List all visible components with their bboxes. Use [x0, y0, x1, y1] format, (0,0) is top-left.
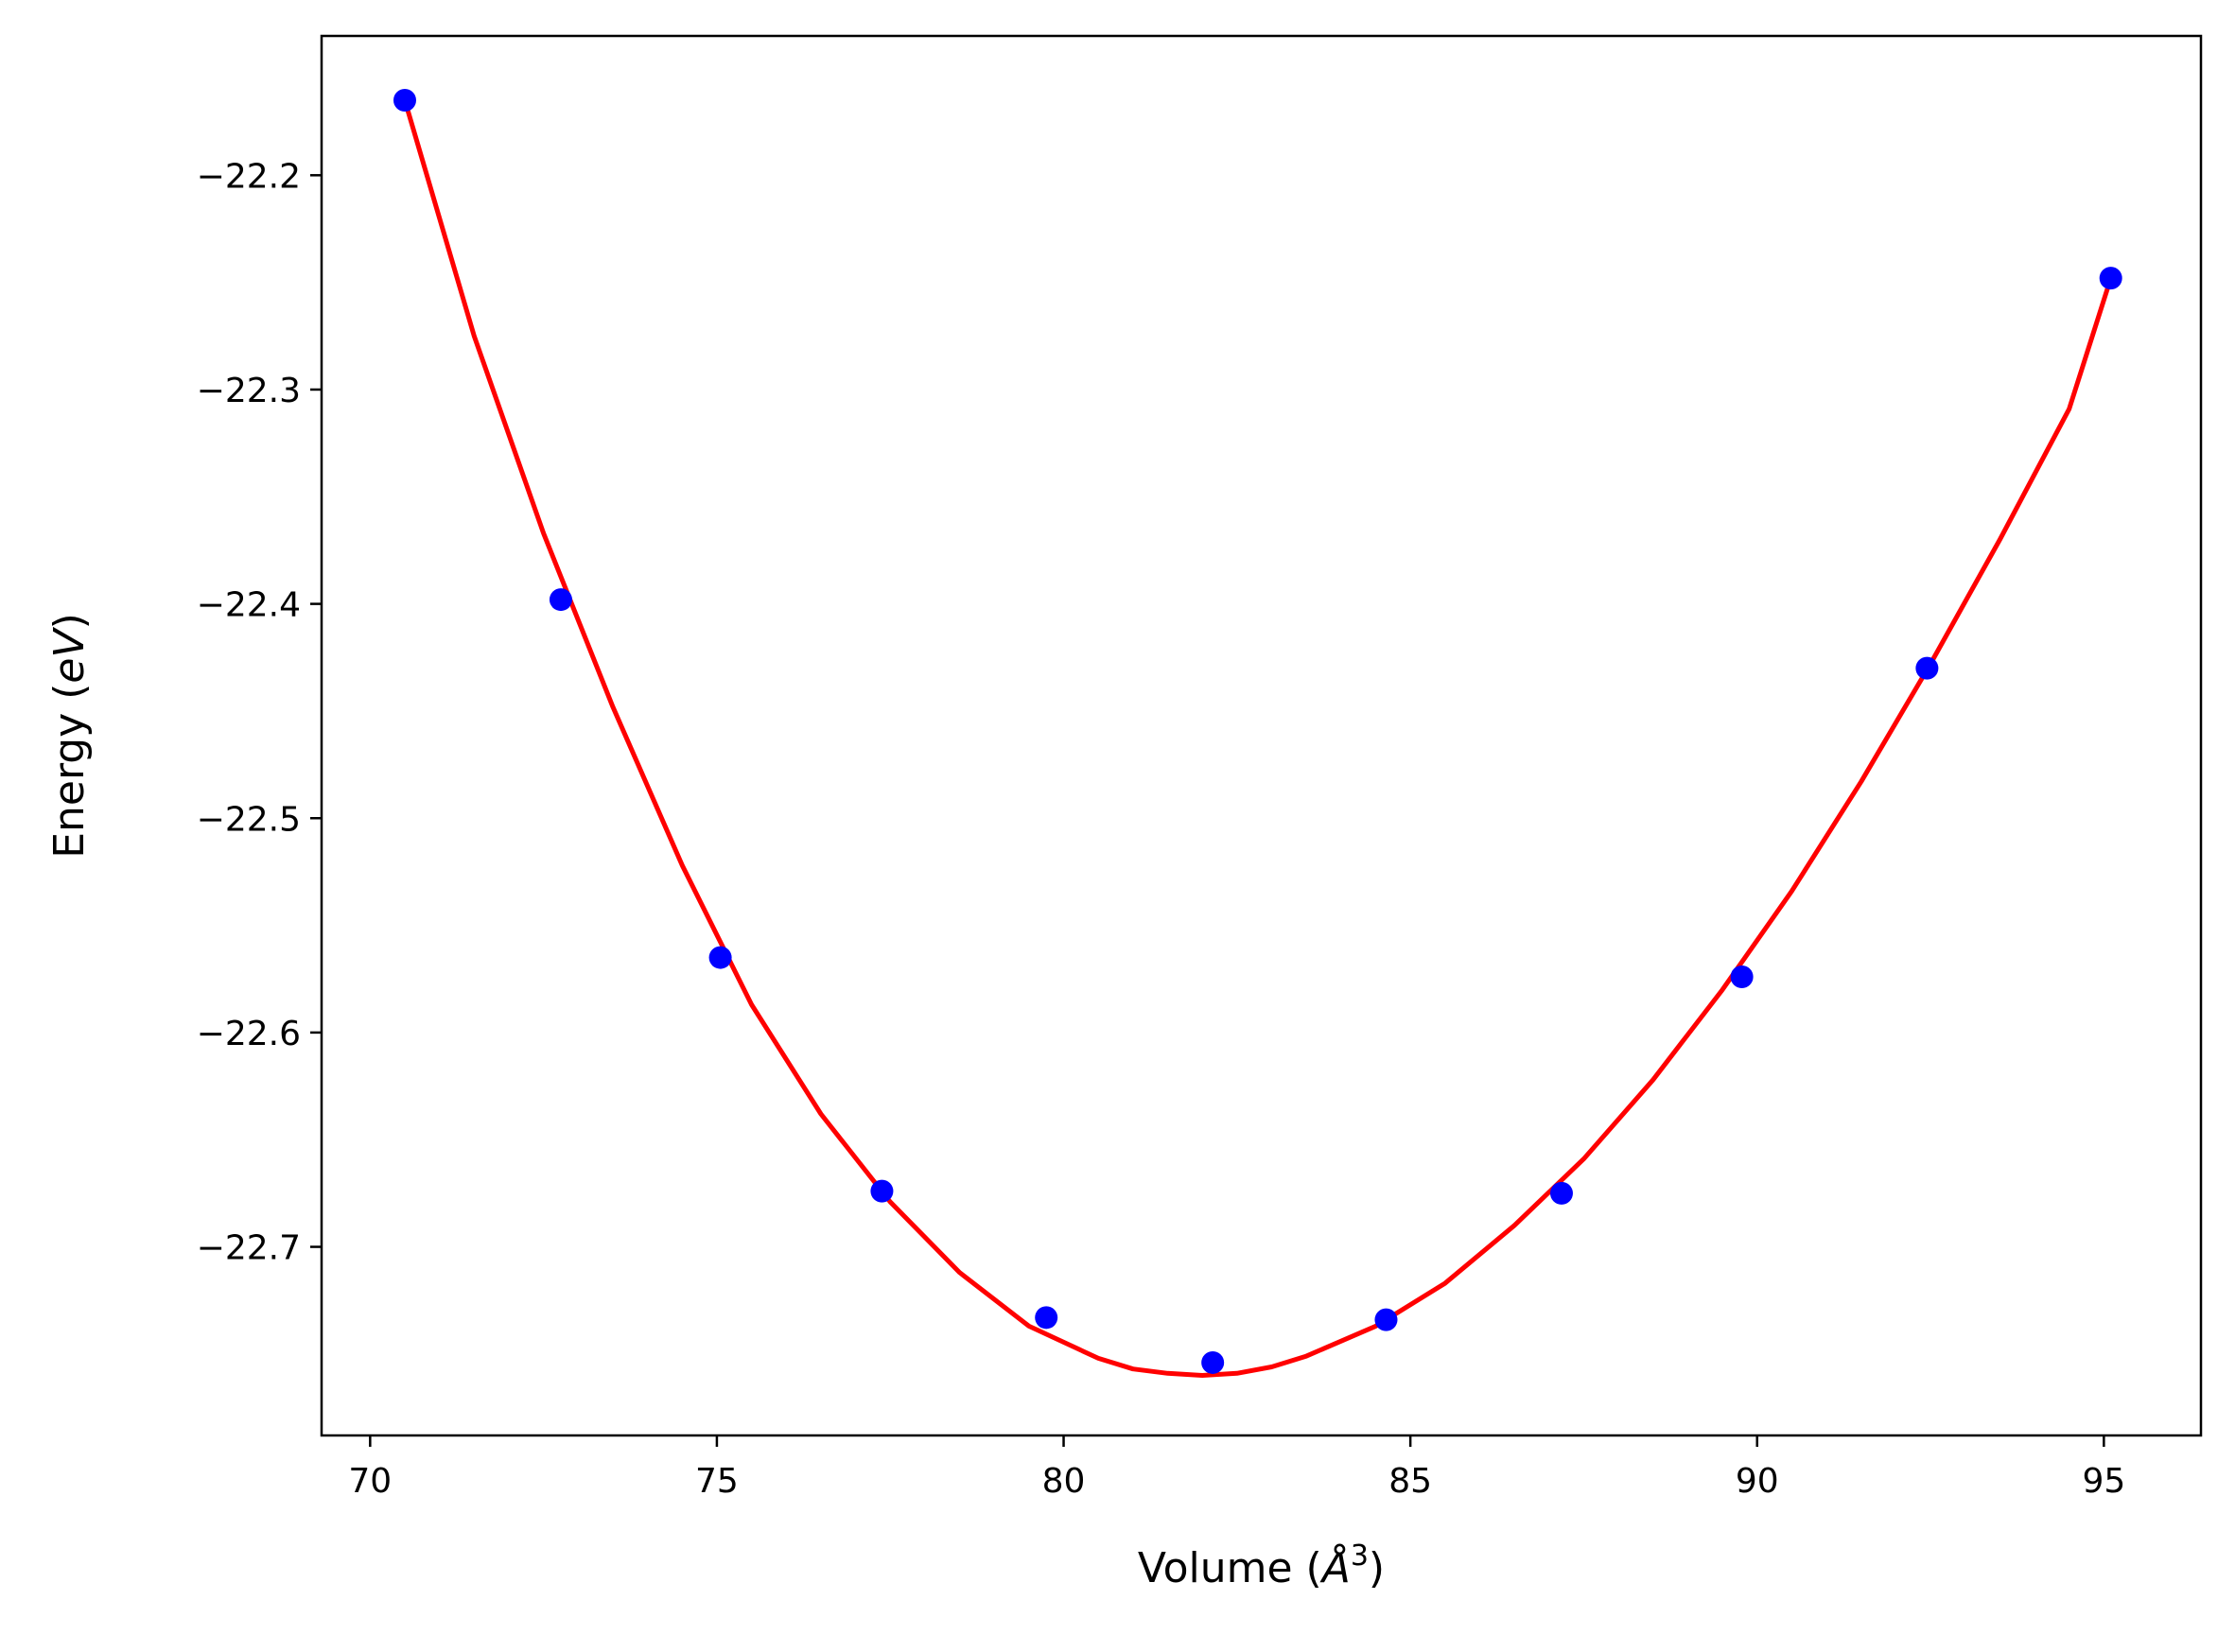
data-point: [2099, 267, 2122, 290]
plot-area-frame: [320, 34, 2203, 1437]
y-tick-label: −22.7: [197, 1229, 301, 1268]
data-point: [708, 946, 732, 969]
y-tick-label: −22.4: [197, 586, 301, 625]
x-tick-label: 70: [348, 1462, 392, 1501]
y-axis-label-unit: eV: [45, 627, 94, 684]
data-point: [1915, 656, 1939, 680]
y-axis-label: Energy (eV): [45, 613, 94, 859]
fit-curve-line: [402, 99, 2114, 1378]
data-points-layer: [393, 88, 2122, 1374]
x-tick-label: 95: [2082, 1462, 2125, 1501]
x-axis-label-symbol: Å: [1319, 1542, 1351, 1592]
data-point: [549, 588, 572, 612]
fit-curve-layer: [402, 99, 2114, 1378]
x-tick-label: 80: [1042, 1462, 1086, 1501]
data-point: [393, 88, 416, 112]
x-tick-label: 75: [695, 1462, 739, 1501]
data-point: [1549, 1181, 1573, 1205]
x-tick-label: 90: [1736, 1462, 1779, 1501]
data-point: [1201, 1350, 1225, 1374]
y-axis-label-close: ): [45, 613, 94, 629]
x-axis-label-text: Volume (: [1138, 1544, 1322, 1592]
y-axis-ticks: −22.2 −22.3 −22.4 −22.5 −22.6 −22.7: [197, 157, 322, 1268]
y-tick-label: −22.2: [197, 157, 301, 196]
x-axis-label: Volume (Å3): [1138, 1539, 1385, 1592]
x-axis-label-superscript: 3: [1351, 1539, 1369, 1573]
data-point: [1035, 1306, 1058, 1330]
x-axis-label-close: ): [1369, 1544, 1385, 1592]
y-tick-label: −22.5: [197, 800, 301, 839]
data-point: [1374, 1308, 1398, 1331]
data-point: [870, 1179, 894, 1203]
x-axis-ticks: 70 75 80 85 90 95: [348, 1435, 2125, 1501]
data-point: [1730, 965, 1754, 988]
y-axis-label-text: Energy (: [45, 684, 94, 859]
x-tick-label: 85: [1388, 1462, 1432, 1501]
y-tick-label: −22.3: [197, 372, 301, 410]
y-tick-label: −22.6: [197, 1015, 301, 1053]
